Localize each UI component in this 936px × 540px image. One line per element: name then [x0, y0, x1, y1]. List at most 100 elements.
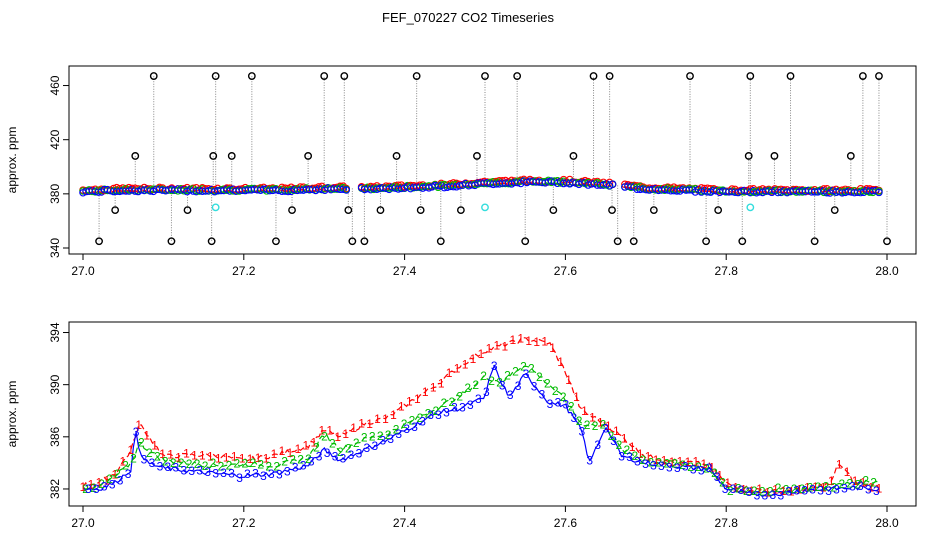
series-marker-1: 1 [525, 334, 532, 348]
flagged-points [211, 203, 755, 212]
outlier-point [513, 72, 522, 80]
series-marker-3: 3 [833, 483, 840, 497]
x-tick-label: 27.6 [554, 264, 578, 278]
outlier-point [746, 72, 755, 80]
series-marker-3: 3 [626, 450, 633, 464]
y-tick-label: 382 [48, 479, 62, 499]
series-marker-2: 2 [703, 462, 710, 476]
series-marker-3: 3 [284, 464, 291, 478]
series-marker-3: 3 [777, 489, 784, 503]
series-marker-1: 1 [398, 399, 405, 413]
outlier-point [883, 237, 891, 246]
outlier-point [360, 237, 369, 246]
outlier-point [288, 206, 296, 214]
series-marker-1: 1 [159, 447, 166, 461]
series-marker-3: 3 [785, 485, 792, 499]
x-axis: 27.0 27.2 27.4 27.6 27.8 28.0 [71, 253, 899, 278]
outlier-point [131, 152, 140, 160]
series-marker-3: 3 [180, 464, 187, 478]
series-marker-2: 2 [823, 479, 830, 493]
series-marker-1: 1 [318, 423, 325, 437]
outlier-point [786, 72, 795, 80]
series-marker-2: 2 [472, 378, 479, 392]
series-marker-2: 2 [90, 481, 97, 495]
outlier-point [340, 72, 349, 80]
outlier-point [111, 206, 120, 214]
series-marker-3: 3 [507, 388, 514, 402]
series-marker-3: 3 [674, 461, 681, 475]
outlier-point [344, 206, 353, 214]
series-marker-1: 1 [740, 483, 747, 497]
outlier-point [686, 72, 694, 80]
outlier-point [830, 206, 839, 214]
series-marker-1: 1 [279, 444, 286, 458]
baseline-point [875, 188, 883, 197]
figure-title: FEF_070227 CO2 Timeseries [382, 10, 554, 25]
series-marker-1: 1 [820, 481, 827, 495]
outlier-point [247, 72, 256, 80]
series-marker-1: 1 [303, 439, 310, 453]
series-marker-2: 2 [114, 467, 121, 481]
y-tick-label: 380 [48, 184, 62, 204]
outlier-point [608, 206, 616, 214]
series-marker-2: 2 [743, 484, 750, 498]
series-marker-1: 1 [685, 455, 692, 469]
series-marker-2: 2 [568, 400, 575, 414]
series-marker-2: 2 [480, 369, 487, 383]
series-marker-3: 3 [443, 406, 450, 420]
series-marker-3: 3 [754, 489, 761, 503]
series-marker-2: 2 [870, 476, 877, 490]
series-marker-2: 2 [170, 456, 177, 470]
series-marker-1: 1 [374, 412, 381, 426]
y-tick-label: 390 [48, 374, 62, 394]
outlier-point [436, 237, 445, 246]
series-marker-2: 2 [448, 395, 455, 409]
y-tick-label: 420 [48, 129, 62, 149]
y-axis: 382 386 390 394 [48, 322, 70, 499]
baseline-point [608, 180, 617, 188]
series-marker-3: 3 [539, 388, 546, 402]
series-marker-3: 3 [364, 441, 371, 455]
series-marker-3: 3 [769, 488, 776, 502]
series-marker-3: 3 [555, 395, 562, 409]
series-marker-1: 1 [509, 333, 516, 347]
x-tick-label: 27.2 [232, 264, 256, 278]
series-marker-2: 2 [417, 411, 424, 425]
series-marker-2: 2 [600, 418, 607, 432]
series-marker-2: 2 [226, 459, 233, 473]
x-tick-label: 27.6 [554, 516, 578, 530]
baseline-points [79, 175, 883, 197]
series-marker-2: 2 [273, 460, 280, 474]
series-marker-1: 1 [549, 341, 556, 355]
series-marker-1: 1 [255, 451, 262, 465]
series-marker-2: 2 [401, 417, 408, 431]
series-marker-3: 3 [658, 459, 665, 473]
series-marker-3: 3 [873, 484, 880, 498]
series-marker-2: 2 [353, 436, 360, 450]
series-marker-3: 3 [475, 392, 482, 406]
series-marker-1: 1 [836, 458, 843, 472]
series-marker-3: 3 [379, 434, 386, 448]
series-marker-1: 1 [207, 450, 214, 464]
series-marker-2: 2 [687, 460, 694, 474]
series-marker-2: 2 [639, 453, 646, 467]
series-marker-2: 2 [106, 472, 113, 486]
series-marker-3: 3 [109, 477, 116, 491]
series-marker-2: 2 [735, 482, 742, 496]
series-marker-1: 1 [868, 480, 875, 494]
y-tick-label: 386 [48, 426, 62, 446]
outlier-point [770, 152, 779, 160]
series-marker-2: 2 [520, 360, 527, 374]
series-marker-1: 1 [565, 373, 572, 387]
x-tick-label: 27.8 [715, 264, 739, 278]
series-marker-3: 3 [523, 367, 530, 381]
series-marker-3: 3 [650, 459, 657, 473]
series-marker-2: 2 [488, 374, 495, 388]
series-marker-3: 3 [141, 453, 148, 467]
series-marker-1: 1 [517, 332, 524, 346]
series-marker-1: 1 [446, 366, 453, 380]
series-marker-2: 2 [194, 457, 201, 471]
series-marker-1: 1 [573, 390, 580, 404]
series-line-2 [82, 365, 880, 494]
